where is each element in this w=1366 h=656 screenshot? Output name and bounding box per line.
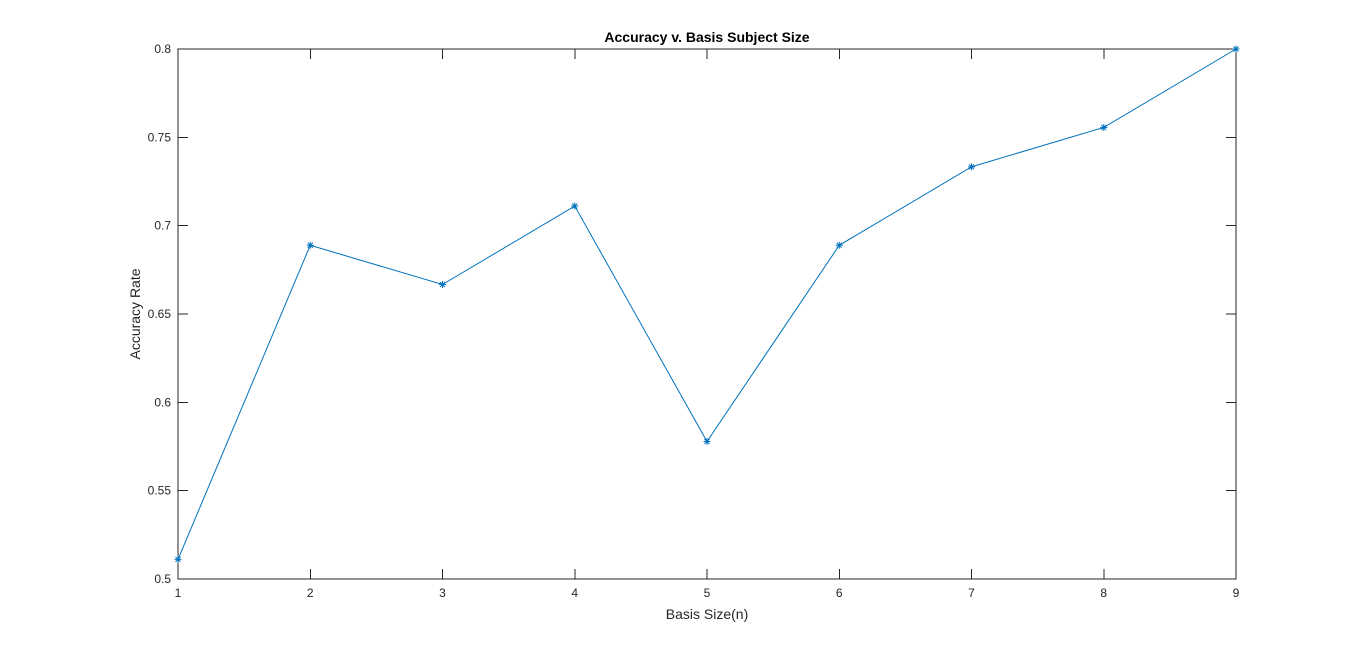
data-point-marker — [1232, 45, 1240, 53]
data-point-marker — [1100, 123, 1108, 131]
x-tick-label: 5 — [704, 586, 711, 600]
x-axis-label: Basis Size(n) — [666, 606, 748, 622]
y-tick-label: 0.65 — [148, 307, 172, 321]
x-tick-label: 9 — [1233, 586, 1240, 600]
y-tick-label: 0.6 — [154, 395, 171, 409]
x-tick-label: 4 — [571, 586, 578, 600]
axes-box — [177, 48, 1237, 580]
x-tick-label: 8 — [1100, 586, 1107, 600]
data-point-marker — [571, 202, 579, 210]
y-tick-label: 0.55 — [148, 484, 172, 498]
chart-title: Accuracy v. Basis Subject Size — [604, 29, 809, 45]
data-point-marker — [968, 163, 975, 171]
x-tick-label: 6 — [836, 586, 843, 600]
y-axis-label: Accuracy Rate — [127, 268, 143, 359]
y-tick-label: 0.7 — [154, 219, 171, 233]
data-point-marker — [439, 280, 446, 288]
x-tick-label: 2 — [307, 586, 314, 600]
plot-area: 1 2 3 4 5 6 7 8 9 0.5 0.55 0.6 0.65 0.7 0.75 0.8 — [148, 42, 1240, 600]
x-tick-label: 3 — [439, 586, 446, 600]
x-tick-label: 1 — [175, 586, 182, 600]
y-tick-label: 0.8 — [154, 42, 171, 56]
x-tick-label: 7 — [968, 586, 975, 600]
y-tick-label: 0.5 — [154, 572, 171, 586]
y-tick-label: 0.75 — [148, 130, 172, 144]
data-point-marker — [306, 241, 314, 249]
data-point-marker — [703, 438, 711, 446]
data-point-marker — [174, 555, 182, 563]
data-point-marker — [835, 241, 843, 249]
